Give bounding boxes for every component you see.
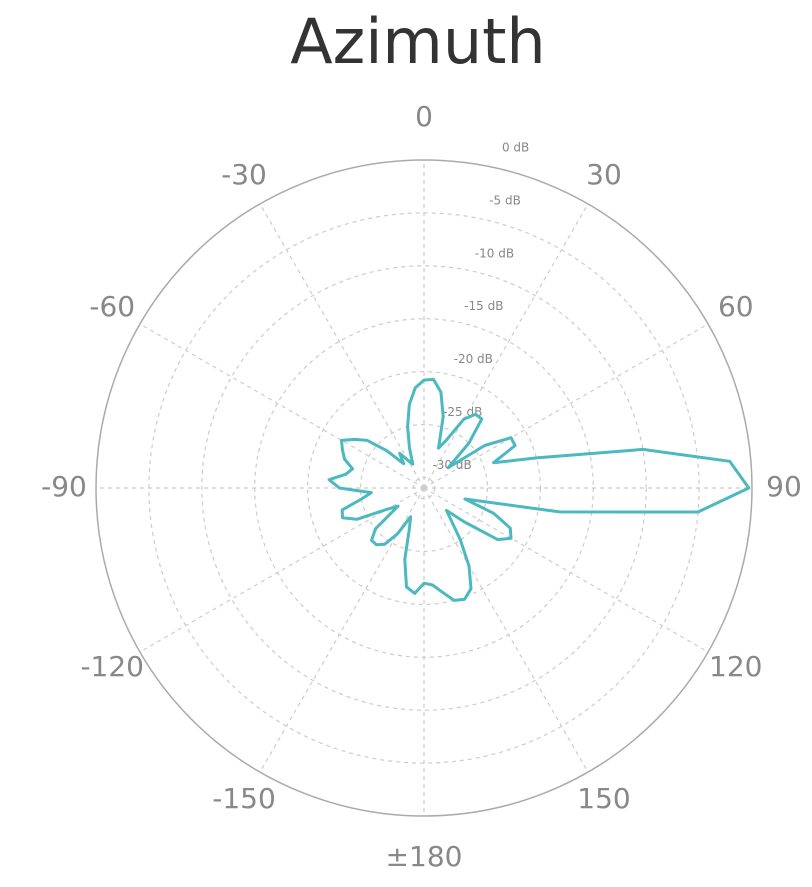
theta-tick-label: -150 xyxy=(212,782,276,815)
theta-tick-label: 150 xyxy=(577,782,630,815)
r-tick-label: -5 dB xyxy=(489,193,521,207)
theta-tick-label: -30 xyxy=(221,158,267,191)
theta-tick-label: 90 xyxy=(766,470,802,503)
chart-title: Azimuth xyxy=(290,5,545,78)
grid-ring xyxy=(412,476,436,500)
r-tick-label: -10 dB xyxy=(475,246,514,260)
grid-spoke xyxy=(423,487,589,773)
grid-ring xyxy=(307,371,541,605)
theta-tick-label: 120 xyxy=(709,650,762,683)
theta-tick-label: 0 xyxy=(415,100,433,133)
r-tick-label: -25 dB xyxy=(443,405,482,419)
theta-tick-label: -120 xyxy=(80,650,144,683)
grid-spoke xyxy=(423,203,589,489)
grid-spoke xyxy=(259,203,425,489)
r-tick-label: -20 dB xyxy=(454,352,493,366)
theta-tick-label: ±180 xyxy=(386,840,463,873)
r-tick-label: 0 dB xyxy=(502,141,529,155)
theta-tick-label: -90 xyxy=(41,470,87,503)
grid-ring xyxy=(201,265,647,711)
grid-spoke xyxy=(259,487,425,773)
grid-spoke xyxy=(139,323,425,489)
grid-spoke xyxy=(139,487,425,653)
pattern-line xyxy=(327,377,751,602)
grid-spoke xyxy=(423,323,709,489)
theta-tick-label: -60 xyxy=(89,290,135,323)
grid-ring xyxy=(359,423,489,553)
theta-tick-label: 30 xyxy=(586,158,622,191)
grid-ring xyxy=(148,212,700,764)
theta-tick-label: 60 xyxy=(718,290,754,323)
grid-spoke xyxy=(423,487,709,653)
grid-ring xyxy=(254,318,594,658)
r-tick-label: -15 dB xyxy=(464,299,503,313)
grid-ring xyxy=(95,159,753,817)
